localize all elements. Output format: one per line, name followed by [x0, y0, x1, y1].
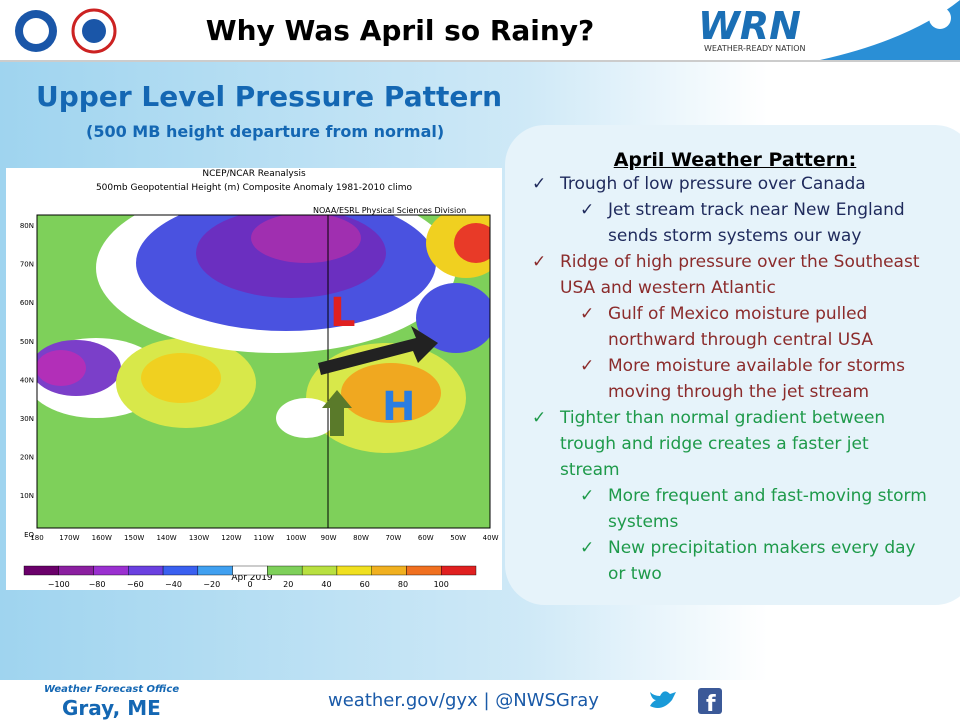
lon-label: 40W: [483, 534, 499, 542]
colorbar-swatch: [232, 565, 268, 576]
map-credit: NOAA/ESRL Physical Sciences Division: [313, 206, 466, 215]
lon-label: 60W: [418, 534, 434, 542]
lon-label: 100W: [286, 534, 306, 542]
lat-label: 50N: [20, 338, 34, 346]
colorbar-label: −40: [165, 580, 182, 589]
colorbar-label: 0: [247, 580, 252, 589]
social-icons: f: [650, 688, 722, 716]
lon-label: 50W: [450, 534, 466, 542]
colorbar-label: 80: [398, 580, 408, 589]
svg-text:f: f: [706, 692, 716, 716]
colorbar-label: −80: [89, 580, 106, 589]
colorbar-swatch: [267, 565, 303, 576]
pattern-item: Ridge of high pressure over the Southeas…: [532, 249, 930, 301]
lat-label: 40N: [20, 376, 34, 384]
lon-label: 130W: [189, 534, 209, 542]
corner-swoosh: [820, 0, 960, 60]
colorbar-swatch: [371, 565, 407, 576]
lon-label: 70W: [385, 534, 401, 542]
pattern-subitem: Gulf of Mexico moisture pulled northward…: [580, 301, 930, 353]
lon-label: 90W: [321, 534, 337, 542]
agency-logos: [15, 8, 117, 54]
lat-label: 30N: [20, 415, 34, 423]
lon-label: 150W: [124, 534, 144, 542]
colorbar-swatch: [58, 565, 94, 576]
lon-label: 160W: [92, 534, 112, 542]
lat-label: 20N: [20, 454, 34, 462]
colorbar-swatch: [441, 565, 477, 576]
anomaly-map: L H NOAA/ESRL Physical Sciences Division…: [6, 168, 502, 590]
colorbar-swatch: [197, 565, 233, 576]
pattern-item: Trough of low pressure over Canada: [532, 171, 930, 197]
colorbar-label: −100: [48, 580, 70, 589]
pattern-title: April Weather Pattern:: [613, 149, 857, 171]
colorbar-label: 60: [360, 580, 370, 589]
pattern-item: Tighter than normal gradient between tro…: [532, 405, 930, 483]
colorbar-label: −20: [203, 580, 220, 589]
header-bar: Why Was April so Rainy? WRN WEATHER-READ…: [0, 0, 960, 62]
pattern-subitem: Jet stream track near New England sends …: [580, 197, 930, 249]
footer-bar: Weather Forecast Office Gray, ME weather…: [0, 680, 790, 720]
pattern-subitem: More frequent and fast-moving storm syst…: [580, 483, 930, 535]
slide-title: Why Was April so Rainy?: [205, 14, 595, 47]
colorbar-swatch: [301, 565, 338, 576]
wrn-tagline: WEATHER-READY NATION: [704, 44, 806, 53]
lat-label: 60N: [20, 299, 34, 307]
lon-label: 110W: [254, 534, 274, 542]
colorbar-swatch: [406, 565, 442, 576]
lat-label: 80N: [20, 222, 34, 230]
footer-links: weather.gov/gyx | @NWSGray: [328, 690, 599, 711]
lat-label: EQ: [24, 531, 34, 539]
colorbar-label: 100: [434, 580, 449, 589]
lon-label: 180: [30, 534, 43, 542]
colorbar-swatch: [93, 565, 129, 576]
map-title: 500mb Geopotential Height (m) Composite …: [96, 183, 413, 193]
colorbar-label: 40: [321, 580, 331, 589]
wrn-logo: WRN: [698, 4, 801, 48]
colorbar-label: −60: [127, 580, 144, 589]
lon-label: 120W: [221, 534, 241, 542]
lat-label: 70N: [20, 261, 34, 269]
map-title: NCEP/NCAR Reanalysis: [202, 169, 306, 179]
pattern-subitem: More moisture available for storms movin…: [580, 353, 930, 405]
colorbar-swatch: [162, 565, 199, 576]
colorbar-swatch: [128, 565, 164, 576]
colorbar-swatch: [336, 565, 372, 576]
colorbar-swatch: [23, 565, 59, 576]
map-date: Apr 2019: [231, 573, 273, 583]
pattern-subitem: New precipitation makers every day or tw…: [580, 535, 930, 587]
colorbar-label: 20: [283, 580, 293, 589]
lon-label: 80W: [353, 534, 369, 542]
left-subheading: (500 MB height departure from normal): [86, 122, 445, 141]
office-name: Gray, ME: [62, 696, 161, 720]
lon-label: 170W: [59, 534, 79, 542]
low-label: L: [330, 290, 356, 336]
lat-label: 10N: [20, 492, 34, 500]
left-heading: Upper Level Pressure Pattern: [36, 80, 503, 113]
lon-label: 140W: [156, 534, 176, 542]
office-label: Weather Forecast Office: [44, 684, 180, 695]
high-label: H: [382, 384, 415, 430]
pattern-panel: April Weather Pattern: Trough of low pre…: [505, 125, 960, 605]
